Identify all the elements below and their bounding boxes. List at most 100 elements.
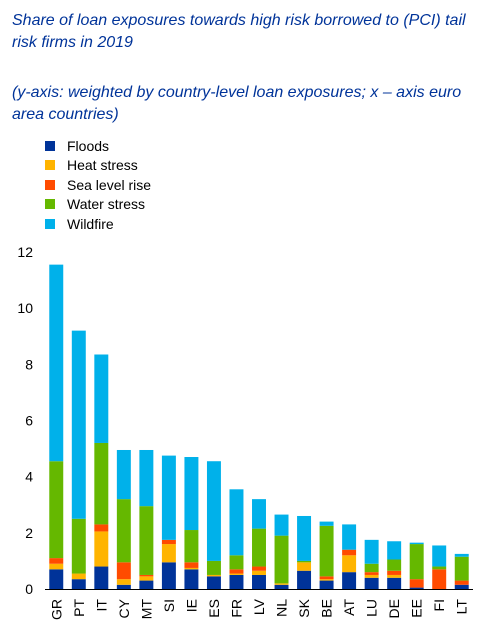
bar-segment-water-stress xyxy=(229,555,244,570)
bar-segment-floods xyxy=(319,580,334,589)
legend-swatch xyxy=(45,160,55,171)
legend-swatch xyxy=(45,218,55,229)
chart-legend: Floods Heat stress Sea level rise Water str… xyxy=(45,136,151,234)
x-tick-label: LV xyxy=(251,598,267,615)
bar-segment-heat-stress xyxy=(297,562,312,571)
legend-item: Sea level rise xyxy=(45,175,151,195)
x-tick-label: SK xyxy=(296,598,312,617)
bar-segment-water-stress xyxy=(409,544,424,580)
bar-segment-water-stress xyxy=(319,525,334,577)
legend-label: Wildfire xyxy=(67,215,114,232)
bar-segment-wildfire xyxy=(161,455,176,540)
bar-segment-wildfire xyxy=(364,539,379,564)
bar-segment-wildfire xyxy=(274,514,289,536)
bar-segment-wildfire xyxy=(229,489,244,556)
bar-segment-floods xyxy=(387,577,402,589)
legend-label: Water stress xyxy=(67,196,146,213)
x-tick-label: CY xyxy=(116,598,132,618)
bar-segment-wildfire xyxy=(94,354,109,443)
bar-segment-water-stress xyxy=(274,535,289,584)
legend-label: Sea level rise xyxy=(67,176,152,193)
bar-segment-heat-stress xyxy=(274,583,289,585)
bar-segment-water-stress xyxy=(454,556,469,581)
y-tick-label: 0 xyxy=(25,581,33,597)
x-tick-label: ES xyxy=(206,599,222,618)
bar-segment-wildfire xyxy=(319,521,334,526)
x-tick-label: MT xyxy=(138,599,154,620)
bar-segment-wildfire xyxy=(387,541,402,560)
bar-segment-water-stress xyxy=(94,442,109,525)
bar-segment-wildfire xyxy=(184,457,199,531)
bar-segment-wildfire xyxy=(116,449,131,500)
bar-segment-sea-level-rise xyxy=(409,579,424,588)
bar-segment-floods xyxy=(184,569,199,589)
bar-segment-heat-stress xyxy=(49,563,64,570)
y-tick-label: 2 xyxy=(25,525,33,541)
legend-item: Water stress xyxy=(45,195,151,215)
y-axis: 0 2 4 6 8 10 12 xyxy=(17,244,33,597)
bar-segment-floods xyxy=(116,584,131,589)
y-tick-label: 8 xyxy=(25,356,33,372)
bar-segment-floods xyxy=(274,584,289,589)
bar-segment-wildfire xyxy=(454,553,469,557)
bar-segment-floods xyxy=(454,584,469,589)
bar-segment-water-stress xyxy=(297,560,312,563)
bar-segment-heat-stress xyxy=(161,544,176,563)
bar-segment-floods xyxy=(229,574,244,589)
bar-segment-heat-stress xyxy=(116,579,131,585)
x-tick-label: IT xyxy=(93,599,109,612)
bar-segment-water-stress xyxy=(364,563,379,573)
bar-segment-water-stress xyxy=(116,499,131,563)
bar-segment-floods xyxy=(161,562,176,589)
bar-segment-heat-stress xyxy=(206,574,221,577)
bar-segment-floods xyxy=(49,569,64,589)
y-tick-label: 12 xyxy=(17,244,33,260)
bar-segment-sea-level-rise xyxy=(229,569,244,574)
chart-subtitle: (y-axis: weighted by country-level loan … xyxy=(12,84,462,123)
bar-segment-floods xyxy=(342,572,357,589)
legend-item: Floods xyxy=(45,136,151,156)
x-tick-label: FR xyxy=(228,599,244,618)
bar-segment-wildfire xyxy=(432,545,447,567)
bar-segment-heat-stress xyxy=(319,579,334,581)
bar-segment-heat-stress xyxy=(184,567,199,570)
bar-segment-sea-level-rise xyxy=(432,569,447,589)
x-tick-label: AT xyxy=(341,599,357,616)
bar-segment-sea-level-rise xyxy=(387,570,402,575)
x-tick-label: EE xyxy=(409,599,425,618)
x-tick-label: GR xyxy=(48,599,64,620)
bar-segment-sea-level-rise xyxy=(94,524,109,532)
y-tick-label: 4 xyxy=(25,469,33,485)
bar-segment-wildfire xyxy=(409,542,424,545)
bar-segment-heat-stress xyxy=(94,531,109,567)
x-tick-label: LU xyxy=(364,599,380,617)
x-axis: GR PT IT CY MT SI IE ES FR LV NL SK BE AT LU DE EE FI LT xyxy=(45,589,473,620)
bar-segment-wildfire xyxy=(71,330,86,519)
chart-title: Share of loan exposures towards high ris… xyxy=(12,12,466,51)
bar-segment-floods xyxy=(252,574,266,589)
bar-segment-water-stress xyxy=(206,560,221,575)
bar-segment-water-stress xyxy=(184,530,199,563)
bar-segment-wildfire xyxy=(252,499,266,529)
bar-segment-sea-level-rise xyxy=(139,574,154,577)
y-tick-label: 6 xyxy=(25,413,33,429)
bar-segment-sea-level-rise xyxy=(364,572,379,575)
x-tick-label: LT xyxy=(454,599,470,615)
bar-segment-water-stress xyxy=(432,566,447,570)
legend-swatch xyxy=(45,179,55,190)
x-tick-label: PT xyxy=(71,599,87,617)
bar-segment-water-stress xyxy=(49,461,64,559)
bar-segment-heat-stress xyxy=(229,573,244,575)
bar-segment-sea-level-rise xyxy=(184,562,199,568)
bar-segment-floods xyxy=(94,566,109,589)
bar-segment-water-stress xyxy=(252,528,266,567)
bar-segment-floods xyxy=(297,570,312,589)
legend-item: Heat stress xyxy=(45,156,151,176)
legend-label: Heat stress xyxy=(67,157,138,174)
bar-segment-heat-stress xyxy=(252,570,266,575)
y-tick-label: 10 xyxy=(17,300,33,316)
x-tick-label: SI xyxy=(161,599,177,612)
bar-segment-heat-stress xyxy=(342,555,357,573)
bar-segment-floods xyxy=(71,579,86,589)
legend-item: Wildfire xyxy=(45,214,151,234)
